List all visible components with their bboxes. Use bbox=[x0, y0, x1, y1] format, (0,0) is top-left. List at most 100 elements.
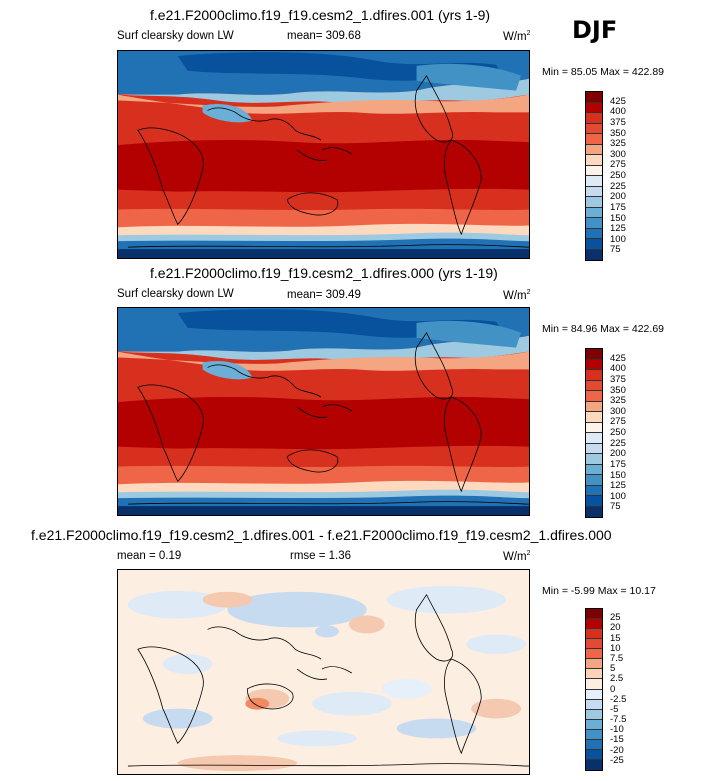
colorbar-swatch bbox=[586, 370, 602, 381]
panel3-rmse: rmse = 1.36 bbox=[290, 550, 352, 562]
colorbar-swatch bbox=[586, 186, 602, 197]
colorbar-swatch bbox=[586, 496, 602, 507]
colorbar-swatch bbox=[586, 639, 602, 650]
panel2-variable: Surf clearsky down LW bbox=[117, 288, 234, 300]
colorbar-tick-label: 225 bbox=[610, 180, 626, 192]
colorbar-swatch bbox=[586, 349, 602, 360]
panel3-units: W/m2 bbox=[503, 550, 531, 563]
colorbar-tick-label: 375 bbox=[610, 373, 626, 385]
panel3-colorbar bbox=[585, 608, 603, 771]
panel3-map-svg bbox=[118, 570, 529, 774]
panel1-minmax: Min = 85.05 Max = 422.89 bbox=[542, 66, 664, 78]
colorbar-tick-label: 200 bbox=[610, 448, 626, 460]
colorbar-tick-label: 5 bbox=[610, 663, 616, 675]
colorbar-swatch bbox=[586, 422, 602, 433]
panel1-variable: Surf clearsky down LW bbox=[117, 30, 234, 42]
colorbar-swatch bbox=[586, 699, 602, 710]
colorbar-tick-label: 25 bbox=[610, 612, 621, 624]
panel3-mean: mean = 0.19 bbox=[117, 550, 182, 562]
colorbar-swatch bbox=[586, 475, 602, 486]
colorbar-tick-label: 350 bbox=[610, 384, 626, 396]
colorbar-tick-label: 125 bbox=[610, 223, 626, 235]
colorbar-tick-label: -2.5 bbox=[610, 693, 627, 705]
colorbar-swatch bbox=[586, 134, 602, 145]
colorbar-swatch bbox=[586, 155, 602, 166]
colorbar-tick-label: 325 bbox=[610, 395, 626, 407]
panel2-colorbar bbox=[585, 348, 603, 518]
colorbar-swatch bbox=[586, 454, 602, 465]
colorbar-tick-label: 350 bbox=[610, 127, 626, 139]
colorbar-swatch bbox=[586, 249, 602, 260]
panel1-title: f.e21.F2000climo.f19_f19.cesm2_1.dfires.… bbox=[150, 7, 491, 23]
colorbar-tick-label: 75 bbox=[610, 501, 621, 513]
panel2-mean: mean= 309.49 bbox=[287, 289, 361, 301]
colorbar-tick-label: 7.5 bbox=[610, 652, 624, 664]
colorbar-swatch bbox=[586, 485, 602, 496]
colorbar-tick-label: 275 bbox=[610, 159, 626, 171]
colorbar-tick-label: 15 bbox=[610, 632, 621, 644]
colorbar-swatch bbox=[586, 412, 602, 423]
colorbar-swatch bbox=[586, 719, 602, 730]
colorbar-tick-label: 400 bbox=[610, 363, 626, 375]
colorbar-tick-label: 250 bbox=[610, 427, 626, 438]
panel2-title: f.e21.F2000climo.f19_f19.cesm2_1.dfires.… bbox=[150, 265, 498, 281]
panel1-units: W/m2 bbox=[503, 30, 531, 43]
colorbar-swatch bbox=[586, 669, 602, 680]
panel2-map-svg bbox=[118, 308, 529, 515]
colorbar-swatch bbox=[586, 391, 602, 402]
panel2-minmax: Min = 84.96 Max = 422.69 bbox=[542, 323, 664, 335]
colorbar-tick-label: 375 bbox=[610, 116, 626, 128]
colorbar-tick-label: 425 bbox=[610, 95, 626, 107]
colorbar-swatch bbox=[586, 659, 602, 670]
colorbar-swatch bbox=[586, 649, 602, 660]
colorbar-tick-label: 10 bbox=[610, 642, 621, 654]
colorbar-tick-label: 300 bbox=[610, 148, 626, 160]
colorbar-tick-label: 200 bbox=[610, 191, 626, 203]
colorbar-tick-label: 150 bbox=[610, 212, 626, 224]
colorbar-swatch bbox=[586, 218, 602, 229]
panel3-map bbox=[117, 569, 530, 775]
colorbar-swatch bbox=[586, 433, 602, 444]
colorbar-tick-label: 20 bbox=[610, 622, 621, 634]
colorbar-swatch bbox=[586, 176, 602, 187]
colorbar-tick-label: 225 bbox=[610, 437, 626, 449]
colorbar-tick-label: -20 bbox=[610, 744, 624, 756]
colorbar-swatch bbox=[586, 689, 602, 700]
colorbar-tick-label: 2.5 bbox=[610, 673, 624, 685]
colorbar-swatch bbox=[586, 506, 602, 517]
colorbar-swatch bbox=[586, 464, 602, 475]
colorbar-tick-label: 175 bbox=[610, 201, 626, 213]
colorbar-swatch bbox=[586, 729, 602, 740]
colorbar-tick-label: 125 bbox=[610, 480, 626, 492]
colorbar-tick-label: -25 bbox=[610, 754, 624, 766]
panel3-colorbar-labels: 25 20 15 10 7.5 5 2.5 0 -2.5 -5 -7.5 -10 -15 -20 -25 bbox=[610, 608, 650, 771]
panel2-colorbar-labels: 425 400 375 350 325 300 275 250 225 200 175 150 125 1… bbox=[610, 348, 650, 518]
colorbar-swatch bbox=[586, 113, 602, 124]
panel1-colorbar-labels: 425 400 375 350 325 300 275 250 225 200 175 150 125 1… bbox=[610, 91, 650, 261]
colorbar-tick-label: 150 bbox=[610, 469, 626, 481]
colorbar-tick-label: 400 bbox=[610, 106, 626, 118]
colorbar-tick-label: 325 bbox=[610, 138, 626, 150]
colorbar-swatch bbox=[586, 759, 602, 770]
colorbar-swatch bbox=[586, 401, 602, 412]
colorbar-swatch bbox=[586, 739, 602, 750]
colorbar-swatch bbox=[586, 359, 602, 370]
colorbar-swatch bbox=[586, 619, 602, 630]
colorbar-tick-label: -7.5 bbox=[610, 714, 627, 726]
panel2-map bbox=[117, 307, 530, 516]
colorbar-swatch bbox=[586, 443, 602, 454]
colorbar-tick-label: -10 bbox=[610, 724, 624, 736]
panel3-minmax: Min = -5.99 Max = 10.17 bbox=[542, 585, 656, 597]
colorbar-tick-label: 175 bbox=[610, 458, 626, 470]
colorbar-tick-label: 0 bbox=[610, 683, 616, 695]
colorbar-swatch bbox=[586, 629, 602, 640]
colorbar-tick-label: 75 bbox=[610, 244, 621, 256]
colorbar-tick-label: 100 bbox=[610, 490, 626, 502]
colorbar-tick-label: -15 bbox=[610, 734, 624, 746]
colorbar-tick-label: 300 bbox=[610, 405, 626, 417]
colorbar-swatch bbox=[586, 239, 602, 250]
colorbar-tick-label: 275 bbox=[610, 416, 626, 428]
colorbar-swatch bbox=[586, 228, 602, 239]
colorbar-swatch bbox=[586, 207, 602, 218]
panel1-colorbar bbox=[585, 91, 603, 261]
